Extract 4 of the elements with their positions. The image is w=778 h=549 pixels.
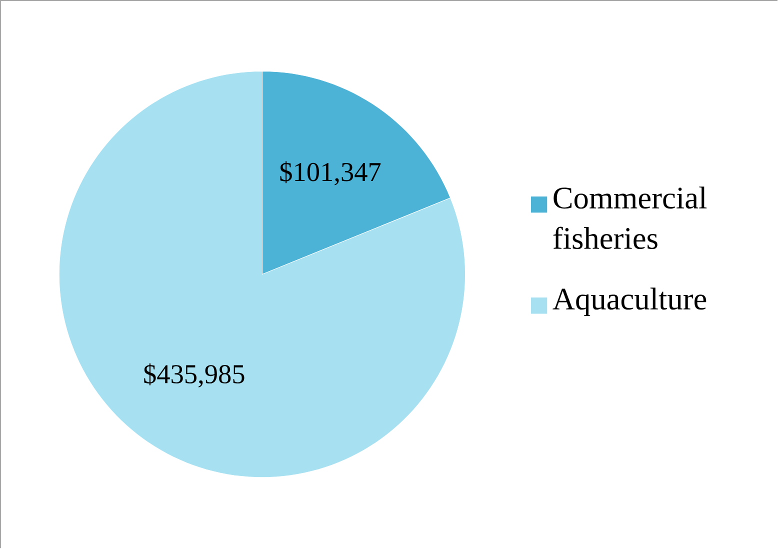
data-label: $101,347 (280, 161, 381, 186)
data-label: $435,985 (144, 364, 244, 388)
legend-label: Commercial fisheries (553, 186, 707, 250)
legend-label: Aquaculture (552, 288, 706, 316)
